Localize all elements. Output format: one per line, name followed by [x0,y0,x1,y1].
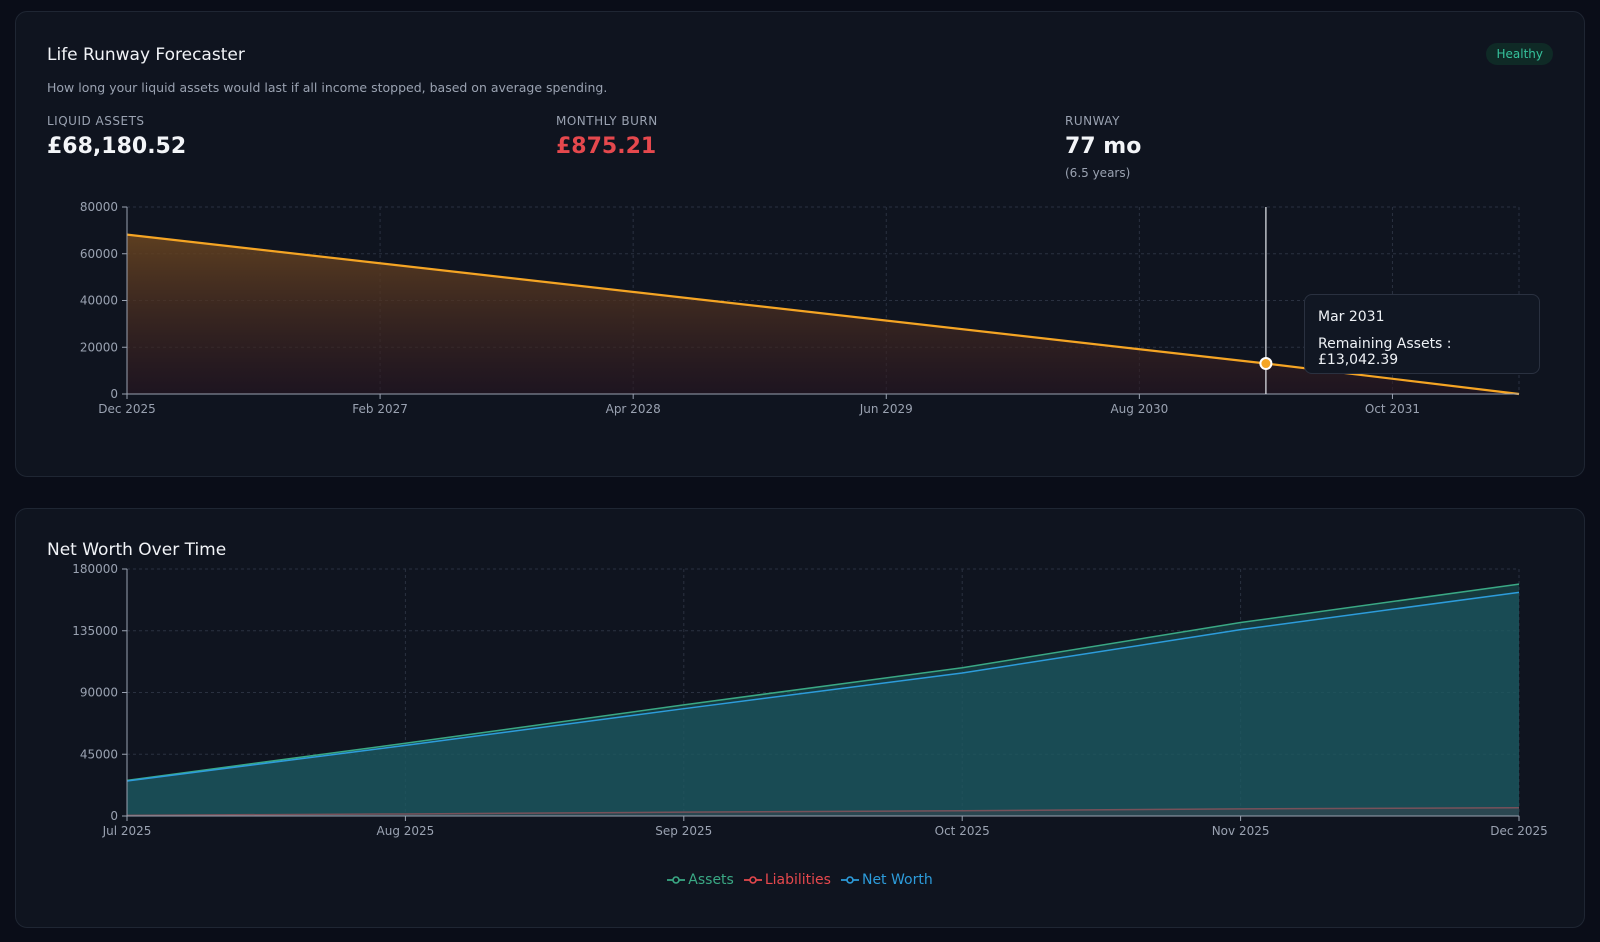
x-tick-label: Aug 2030 [1110,402,1168,416]
legend-marker-icon [840,876,859,884]
liquid-assets-label: LIQUID ASSETS [47,114,145,128]
legend-marker-icon [743,876,762,884]
tooltip-remaining-assets: Remaining Assets : £13,042.39 [1318,336,1452,368]
y-tick-label: 45000 [80,747,118,761]
x-tick-label: Feb 2027 [352,402,408,416]
legend-label: Liabilities [764,872,831,888]
hover-point [1259,357,1273,371]
y-tick-label: 0 [110,809,118,823]
legend-item-net-worth[interactable]: Net Worth [840,872,933,888]
x-tick-label: Jun 2029 [859,402,913,416]
x-tick-label: Oct 2025 [935,824,990,838]
runway-card: Life Runway Forecaster Healthy How long … [15,11,1585,477]
runway-card-subtitle: How long your liquid assets would last i… [47,80,608,95]
runway-chart[interactable]: 0 20000 40000 60000 80000 Dec 2025 Feb 2027 Apr… [16,12,1586,478]
x-tick-label: Oct 2031 [1365,402,1420,416]
x-tick-label: Jul 2025 [102,824,152,838]
y-tick-label: 90000 [80,686,118,700]
x-tick-label: Nov 2025 [1212,824,1270,838]
x-tick-label: Dec 2025 [98,402,156,416]
y-tick-label: 180000 [72,562,118,576]
y-tick-label: 40000 [80,294,118,308]
y-tick-label: 135000 [72,624,118,638]
networth-card-title: Net Worth Over Time [47,540,227,560]
liquid-assets-value: £68,180.52 [47,134,187,159]
liquid-assets-stat: LIQUID ASSETS £68,180.52 [47,114,186,159]
assets-line [126,583,1520,782]
y-tick-label: 20000 [80,340,118,354]
networth-chart[interactable]: 0 45000 90000 135000 180000 Jul 2025 Aug 2025 S… [16,509,1586,929]
monthly-burn-label: MONTHLY BURN [556,114,658,128]
net-worth-area [127,592,1519,816]
legend-item-liabilities[interactable]: Liabilities [743,872,831,888]
x-tick-label: Sep 2025 [655,824,712,838]
monthly-burn-value: £875.21 [556,134,657,159]
net-worth-line [126,591,1520,782]
legend-label: Net Worth [861,872,933,888]
x-tick-label: Aug 2025 [377,824,435,838]
runway-value: 77 mo [1065,134,1142,159]
monthly-burn-stat: MONTHLY BURN £875.21 [556,114,658,159]
x-tick-label: Dec 2025 [1490,824,1548,838]
y-tick-label: 60000 [80,247,118,261]
y-tick-label: 80000 [80,200,118,214]
runway-card-title: Life Runway Forecaster [47,45,245,65]
legend-marker-icon [667,876,686,884]
chart-tooltip: Mar 2031 Remaining Assets : £13,042.39 [1304,294,1540,374]
runway-years: (6.5 years) [1065,166,1131,180]
legend-item-assets[interactable]: Assets [667,872,734,888]
x-tick-label: Apr 2028 [606,402,661,416]
status-badge: Healthy [1486,43,1553,65]
runway-stat: RUNWAY 77 mo (6.5 years) [1065,114,1141,180]
chart-legend: Assets Liabilities Net Worth [16,872,1584,888]
y-tick-label: 0 [110,387,118,401]
legend-label: Assets [688,872,734,888]
runway-label: RUNWAY [1065,114,1120,128]
tooltip-date: Mar 2031 [1318,309,1385,325]
networth-card: Net Worth Over Time 0 45000 90000 135000 180… [15,508,1585,928]
